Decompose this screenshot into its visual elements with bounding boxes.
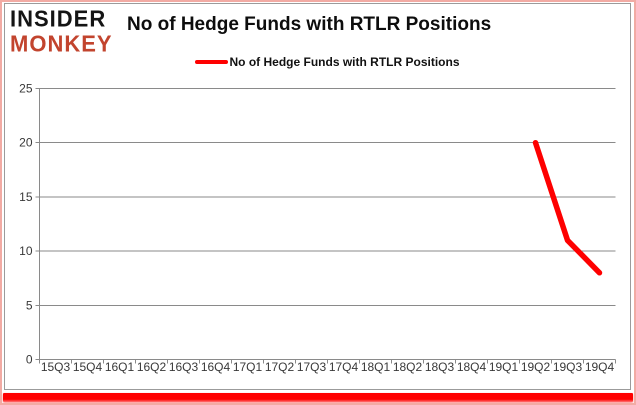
x-axis-label-15Q3: 15Q3 — [41, 360, 71, 374]
x-axis-label-17Q2: 17Q2 — [265, 360, 295, 374]
x-axis-label-16Q1: 16Q1 — [105, 360, 135, 374]
legend-label: No of Hedge Funds with RTLR Positions — [229, 55, 460, 69]
x-axis-label-16Q3: 16Q3 — [169, 360, 199, 374]
x-axis-label-19Q1: 19Q1 — [489, 360, 519, 374]
series-line-no-of-hedge-funds-with-rtlr-positions — [532, 139, 603, 276]
x-axis-label-19Q2: 19Q2 — [521, 360, 551, 374]
x-axis-label-17Q1: 17Q1 — [233, 360, 263, 374]
logo-line-insider: INSIDER — [10, 5, 107, 32]
page-title: No of Hedge Funds with RTLR Positions — [127, 14, 492, 35]
x-axis-label-19Q3: 19Q3 — [553, 360, 583, 374]
y-axis-label-20: 20 — [19, 136, 33, 150]
y-axis-label-0: 0 — [26, 353, 33, 367]
x-axis-label-16Q4: 16Q4 — [201, 360, 231, 374]
logo-line-monkey: MONKEY — [10, 30, 113, 57]
y-axis-label-25: 25 — [19, 82, 33, 96]
x-axis-label-16Q2: 16Q2 — [137, 360, 167, 374]
x-axis-label-15Q4: 15Q4 — [73, 360, 103, 374]
bottom-accent-bar — [3, 393, 633, 402]
x-axis-label-17Q3: 17Q3 — [297, 360, 327, 374]
x-axis-label-18Q1: 18Q1 — [361, 360, 391, 374]
x-axis-label-18Q4: 18Q4 — [457, 360, 487, 374]
y-axis-label-15: 15 — [19, 190, 33, 204]
insider-monkey-logo: INSIDER MONKEY — [10, 5, 113, 57]
x-axis-label-18Q2: 18Q2 — [393, 360, 423, 374]
chart-legend: No of Hedge Funds with RTLR Positions — [0, 55, 636, 69]
x-axis-label-19Q4: 19Q4 — [585, 360, 615, 374]
y-axis-label-10: 10 — [19, 244, 33, 258]
y-axis-label-5: 5 — [26, 298, 33, 312]
legend-line-swatch — [194, 60, 228, 64]
x-axis-label-17Q4: 17Q4 — [329, 360, 359, 374]
x-axis-label-18Q3: 18Q3 — [425, 360, 455, 374]
